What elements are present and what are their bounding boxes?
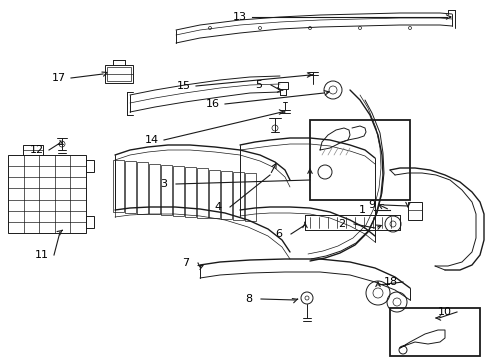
Text: 9: 9 xyxy=(367,200,375,210)
Text: 16: 16 xyxy=(205,99,220,109)
Bar xyxy=(244,173,256,221)
Bar xyxy=(184,167,196,217)
Text: 11: 11 xyxy=(35,250,49,260)
Text: 2: 2 xyxy=(338,219,345,229)
Bar xyxy=(173,166,183,216)
Text: 15: 15 xyxy=(177,81,191,91)
Text: 8: 8 xyxy=(245,294,252,304)
Bar xyxy=(389,308,479,356)
Text: 4: 4 xyxy=(214,202,221,212)
Bar xyxy=(221,171,231,219)
Text: 3: 3 xyxy=(160,179,167,189)
Text: 18: 18 xyxy=(383,277,397,287)
Text: 12: 12 xyxy=(30,145,44,155)
Bar xyxy=(86,216,94,228)
Bar xyxy=(107,67,131,81)
Bar xyxy=(208,170,220,219)
Text: 6: 6 xyxy=(275,229,282,239)
Bar xyxy=(197,168,207,217)
Text: 7: 7 xyxy=(182,258,189,268)
Text: 17: 17 xyxy=(52,73,66,83)
Bar xyxy=(137,162,148,213)
Text: 14: 14 xyxy=(144,135,159,145)
Text: 5: 5 xyxy=(255,80,262,90)
Bar xyxy=(86,160,94,172)
Bar xyxy=(149,163,160,215)
Bar xyxy=(161,165,172,215)
Bar xyxy=(278,82,287,89)
Bar xyxy=(23,145,43,155)
Text: 10: 10 xyxy=(437,307,451,317)
Bar xyxy=(105,65,133,83)
Bar xyxy=(407,202,421,220)
Bar xyxy=(309,120,409,200)
Bar xyxy=(8,155,86,233)
Bar xyxy=(113,160,124,212)
Text: 1: 1 xyxy=(358,205,365,215)
Text: 13: 13 xyxy=(232,12,246,22)
Bar xyxy=(125,161,136,213)
Bar xyxy=(232,172,244,220)
